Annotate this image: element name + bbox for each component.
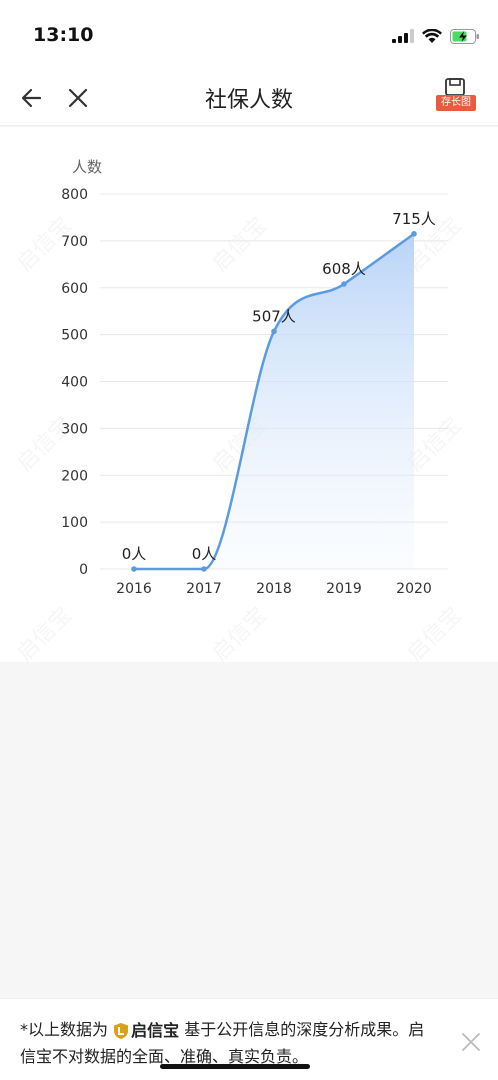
disclaimer-prefix: *以上数据为: [20, 1020, 109, 1039]
social-insurance-chart: 人数 0 100 200 300 400 500 600 700 800 0人 0人 507人 608…: [61, 158, 448, 597]
data-label: 0人: [192, 545, 217, 563]
close-banner-icon[interactable]: [460, 1031, 482, 1053]
x-tick-label: 2016: [116, 581, 152, 597]
y-tick-label: 0: [79, 562, 88, 578]
y-tick-label: 500: [61, 328, 88, 344]
signal-icon: [392, 29, 414, 43]
nav-bar: 社保人数 存长图: [0, 70, 498, 126]
y-tick-label: 300: [61, 421, 88, 437]
y-tick-label: 600: [61, 281, 88, 297]
status-icons: [392, 26, 480, 46]
data-point: [411, 231, 417, 237]
y-tick-label: 200: [61, 468, 88, 484]
x-tick-label: 2018: [256, 581, 292, 597]
x-tick-label: 2020: [396, 581, 432, 597]
y-tick-label: 400: [61, 375, 88, 391]
data-point: [341, 281, 347, 287]
chart-card: 启信宝 启信宝 启信宝 启信宝 启信宝 启信宝 启信宝 启信宝 启信宝 人数 0…: [0, 127, 498, 662]
data-label: 0人: [122, 545, 147, 563]
save-long-image-label: 存长图: [436, 95, 476, 111]
x-tick-label: 2017: [186, 581, 222, 597]
series-line: [134, 232, 415, 571]
back-arrow-icon[interactable]: [18, 84, 46, 112]
page-title: 社保人数: [204, 88, 293, 113]
home-indicator: [160, 1064, 310, 1069]
wifi-icon: [422, 28, 442, 43]
area-fill: [134, 233, 414, 569]
data-label: 715人: [392, 210, 436, 228]
data-point: [271, 328, 277, 335]
data-label: 608人: [322, 260, 366, 278]
brand-name: 启信宝: [131, 1020, 180, 1040]
save-long-image-button[interactable]: 存长图: [436, 78, 476, 118]
y-axis-label: 人数: [72, 158, 102, 176]
y-tick-label: 800: [61, 187, 88, 203]
status-time: 13:10: [33, 24, 94, 46]
y-tick-label: 100: [61, 515, 88, 531]
shield-logo-icon: [114, 1022, 129, 1039]
battery-charging-icon: [450, 28, 479, 44]
disclaimer-text: *以上数据为 启信宝 基于公开信息的深度分析成果。启信宝不对数据的全面、准确、真…: [20, 1017, 440, 1070]
data-label: 507人: [252, 307, 296, 325]
data-point: [131, 566, 137, 572]
disclaimer-suffix: 基于公开信息的深度分析成果。启信宝不对数据的全面、准确、真实负责。: [20, 1020, 425, 1066]
y-tick-label: 700: [61, 234, 88, 250]
brand-logo: 启信宝: [113, 1018, 179, 1044]
data-point: [201, 566, 207, 572]
status-bar: 13:10: [0, 0, 498, 70]
close-icon[interactable]: [64, 84, 92, 112]
x-tick-label: 2019: [326, 581, 362, 597]
